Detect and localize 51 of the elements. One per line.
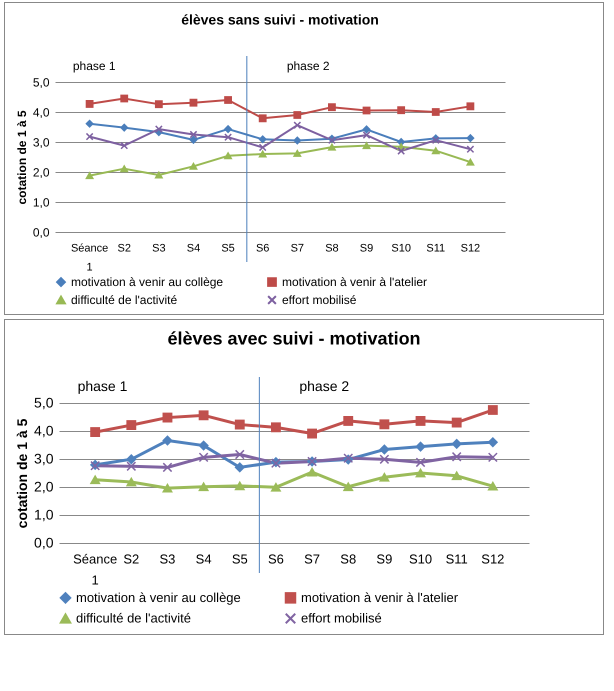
x-tick-label: S8 [340, 552, 356, 566]
x-tick-label: S10 [408, 552, 432, 566]
chart-title: élèves sans suivi - motivation [181, 12, 379, 28]
y-tick-label: 3,0 [32, 136, 50, 150]
y-tick-label: 2,0 [32, 166, 50, 180]
text: phase 2 [286, 59, 330, 73]
legend-label: motivation à venir au collège [76, 590, 241, 605]
x-tick-label: S5 [221, 242, 235, 254]
legend-label: motivation à venir à l'atelier [282, 275, 428, 290]
text: phase 2 [299, 378, 350, 394]
y-axis-title: cotation de 1 à 5 [14, 110, 29, 205]
x-tick-label: S4 [196, 552, 212, 566]
x-tick-label: S11 [426, 242, 446, 254]
x-tick-label: S9 [376, 552, 392, 566]
y-tick-label: 5,0 [34, 394, 54, 410]
x-tick-label: S3 [152, 242, 166, 254]
chart-title: élèves avec suivi - motivation [167, 328, 421, 348]
y-tick-label: 5,0 [32, 76, 50, 90]
x-tick-label: S12 [460, 242, 480, 254]
x-tick-label: S12 [481, 552, 504, 566]
x-tick-label: S5 [232, 552, 248, 566]
text: phase 1 [72, 59, 116, 73]
text: phase 1 [78, 378, 128, 394]
x-tick-label: S6 [256, 242, 270, 254]
legend-label: effort mobilisé [301, 610, 382, 626]
y-axis-title: cotation de 1 à 5 [14, 418, 30, 528]
x-tick-label: S8 [325, 242, 339, 254]
x-tick-label: S4 [186, 242, 200, 254]
y-tick-label: 2,0 [34, 478, 54, 494]
x-tick-label: S10 [391, 242, 411, 254]
x-tick-label: S11 [446, 552, 468, 566]
x-tick-label: S2 [117, 242, 131, 254]
y-tick-label: 0,0 [34, 534, 54, 550]
y-tick-label: 0,0 [32, 226, 50, 240]
legend-label: effort mobilisé [282, 293, 357, 307]
legend-label: motivation à venir à l'atelier [301, 590, 459, 605]
legend-label: difficulté de l'activité [71, 293, 178, 307]
x-tick-label: S3 [160, 552, 176, 566]
x-tick-label: S7 [290, 242, 304, 254]
y-tick-label: 4,0 [32, 106, 50, 120]
x-tick-label: S7 [304, 552, 320, 566]
y-tick-label: 3,0 [34, 450, 54, 466]
y-tick-label: 1,0 [34, 506, 54, 522]
x-tick-label: S6 [268, 552, 284, 566]
legend-label: motivation à venir au collège [71, 275, 224, 290]
x-tick-label: S9 [360, 242, 374, 254]
x-tick-label: S2 [123, 552, 140, 566]
y-tick-label: 4,0 [34, 422, 54, 438]
y-tick-label: 1,0 [32, 196, 50, 210]
x-tick-label: Séance 1 [70, 242, 108, 274]
legend-label: difficulté de l'activité [76, 610, 191, 626]
